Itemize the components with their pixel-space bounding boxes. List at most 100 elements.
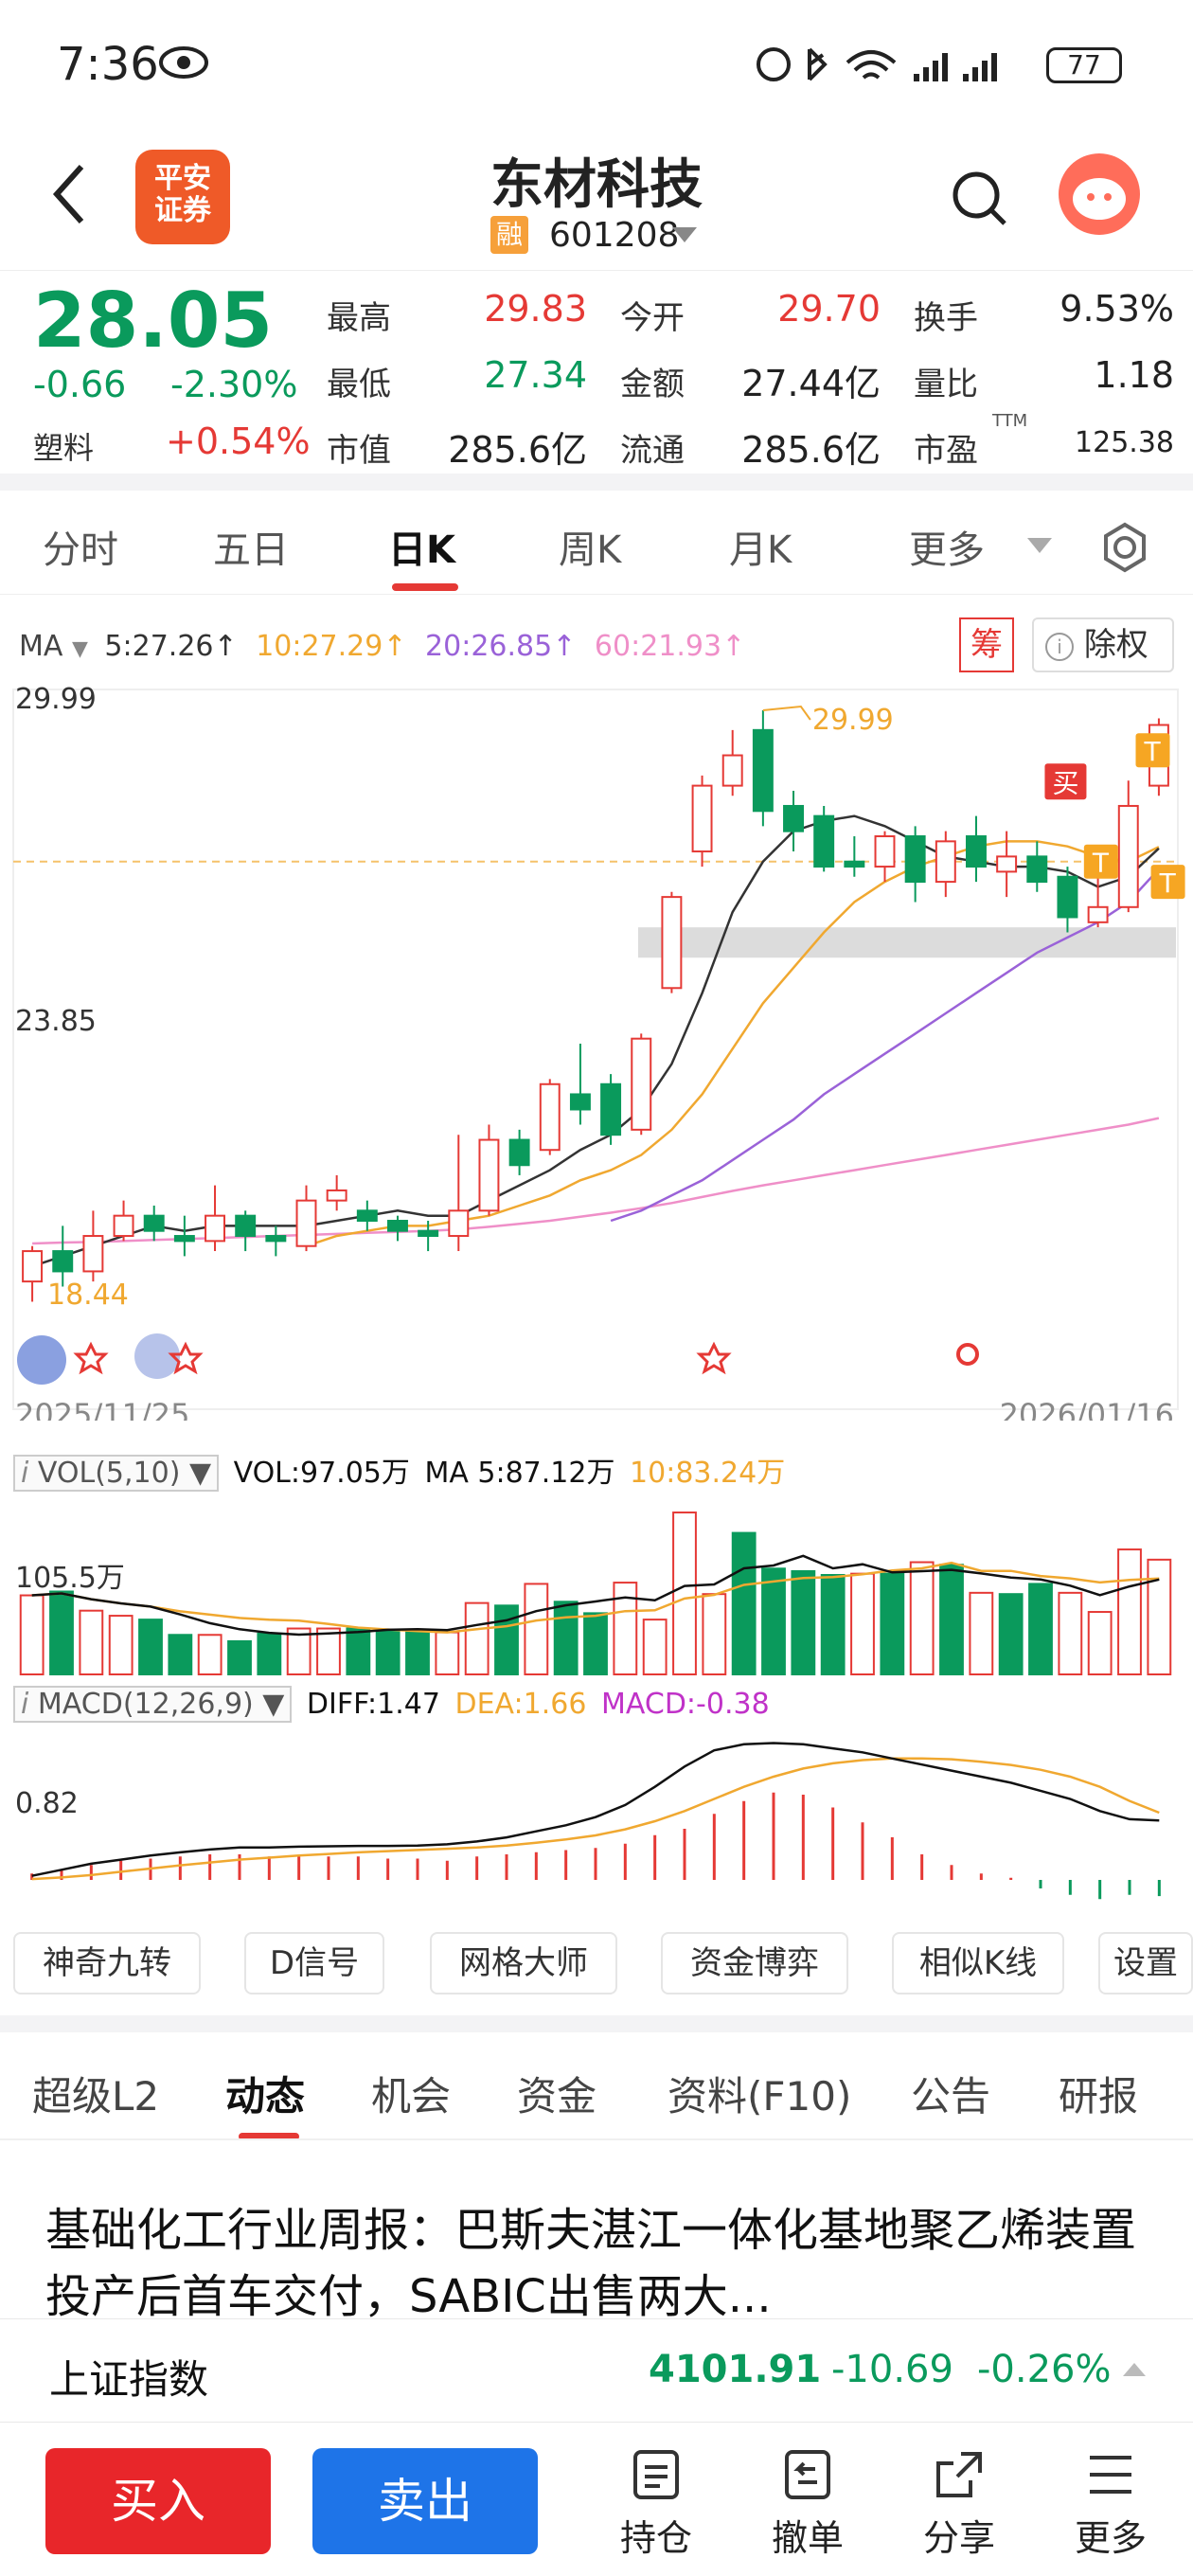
chip-button[interactable]: 筹 [959,617,1014,672]
signal-icon-2 [963,53,997,81]
t-signal-marker [1083,844,1118,879]
cancel-order-label: 撤单 [771,2517,844,2559]
ma60-value: 60:21.93↑ [594,630,746,663]
stock-code[interactable]: 601208 [549,216,680,255]
dropdown-triangle-icon[interactable] [672,227,697,244]
holdings-button[interactable]: 持仓 [604,2448,708,2561]
candle [691,784,713,853]
candle [874,835,896,868]
vol-ma5: MA 5:87.12万 [424,1457,615,1490]
volume-chart[interactable]: 105.5万 [0,1496,1193,1676]
sector-label[interactable]: 塑料 [33,430,95,466]
high-marker-label: 29.99 [812,704,894,737]
volume-bar [286,1627,312,1676]
cancel-order-button[interactable]: 撤单 [756,2448,860,2561]
stat-value: 29.83 [484,288,587,330]
candle [478,1138,500,1212]
market-index-bar[interactable]: 上证指数 4101.91 -10.69 -0.26% [0,2318,1193,2423]
tool-grid-master[interactable]: 网格大师 [430,1932,617,1995]
tool-magic-nine[interactable]: 神奇九转 [13,1932,201,1995]
low-marker-label: 18.44 [47,1279,129,1312]
more-label: 更多 [1074,2517,1147,2559]
subtab-opportunity[interactable]: 机会 [371,2073,452,2120]
stat-value: 285.6亿 [448,429,587,471]
stat-label: 量比 [914,366,978,403]
subtab-news[interactable]: 动态 [225,2073,306,2120]
candle [508,1138,530,1167]
volume-bar [969,1591,994,1675]
chart-frame [12,689,1179,1410]
news-headline[interactable]: 基础化工行业周报：巴斯夫湛江一体化基地聚乙烯装置投产后首车交付，SABIC出售两… [45,2204,1137,2323]
macd-legend: i MACD(12,26,9) ▼ DIFF:1.47 DEA:1.66 MAC… [13,1686,770,1723]
candle [904,835,926,884]
more-dropdown-icon[interactable] [1027,538,1052,555]
volume-bar [761,1567,786,1675]
t-signal-label: T [1159,868,1177,899]
macd-chart[interactable]: 0.82 [0,1724,1193,1913]
candle [418,1229,439,1238]
broker-logo[interactable]: 平安 证券 [135,150,230,244]
subtab-l2[interactable]: 超级L2 [32,2073,160,2120]
divider [0,2138,1193,2140]
ma-label[interactable]: MA [19,630,63,663]
candlestick-chart[interactable]: 29.99 23.85 29.99 18.44 买 T T T 2025/11/25 2026/0… [0,682,1193,1421]
stat-label: 换手 [914,299,978,337]
volume-bar [227,1640,252,1675]
volume-axis-label: 105.5万 [15,1562,125,1595]
quote-panel: 28.05 -0.66 -2.30% 塑料 +0.54% 最高 29.83 今开… [0,270,1193,474]
vol-indicator-button[interactable]: i VOL(5,10) ▼ [13,1455,220,1492]
index-value: 4101.91 [649,2348,822,2391]
candle [935,840,956,884]
tab-monthly-k[interactable]: 月K [729,528,792,572]
volume-bar [1087,1611,1113,1675]
stat-label: 市值 [327,432,391,470]
candle [1057,875,1078,919]
assistant-avatar-icon[interactable] [1059,153,1140,235]
stat-value: 27.44亿 [741,363,881,404]
volume-bar [642,1619,668,1676]
volume-bar [435,1631,460,1675]
candle [448,1209,470,1238]
candle [600,1082,622,1136]
sell-button[interactable]: 卖出 [312,2448,538,2554]
holdings-icon [633,2450,679,2499]
back-arrow-icon[interactable] [49,161,87,227]
volume-bar [939,1564,964,1675]
buy-button[interactable]: 买入 [45,2448,271,2554]
settings-gear-icon[interactable] [1098,521,1151,574]
candle [539,1082,561,1152]
share-button[interactable]: 分享 [907,2448,1011,2561]
tool-fund-game[interactable]: 资金博弈 [661,1932,848,1995]
subtab-announcements[interactable]: 公告 [911,2073,991,2120]
adjust-button[interactable]: i 除权 [1032,617,1174,672]
subtab-funds[interactable]: 资金 [517,2073,597,2120]
macd-indicator-button[interactable]: i MACD(12,26,9) ▼ [13,1686,293,1723]
logo-line-1: 平安 [154,162,211,195]
volume-bar [880,1572,905,1675]
search-icon[interactable] [952,170,1008,227]
expand-up-icon[interactable] [1123,2361,1146,2378]
logo-line-2: 证券 [154,194,211,227]
volume-bar [108,1615,134,1675]
buy-signal-label: 买 [1052,767,1078,798]
info-icon: i [1045,632,1074,661]
tab-intraday[interactable]: 分时 [43,528,118,572]
tab-five-day[interactable]: 五日 [213,528,289,572]
magic-nine-star-icon [168,1341,204,1375]
candle [631,1037,652,1131]
d-signal-icon [956,1343,979,1366]
tab-more[interactable]: 更多 [909,528,985,572]
ma-dropdown-icon[interactable]: ▼ [71,637,88,661]
index-name: 上证指数 [49,2356,209,2403]
subtab-research[interactable]: 研报 [1059,2073,1139,2120]
battery-icon: 77 [1046,47,1122,83]
tab-weekly-k[interactable]: 周K [559,528,622,572]
tool-settings[interactable]: 设置 [1098,1932,1193,1995]
subtab-f10[interactable]: 资料(F10) [668,2073,852,2120]
stock-name: 东材科技 [490,154,703,216]
volume-bar [998,1593,1024,1675]
tab-daily-k[interactable]: 日K [388,528,455,572]
tool-d-signal[interactable]: D信号 [244,1932,384,1995]
tool-similar-k[interactable]: 相似K线 [892,1932,1064,1995]
more-button[interactable]: 更多 [1059,2448,1163,2561]
